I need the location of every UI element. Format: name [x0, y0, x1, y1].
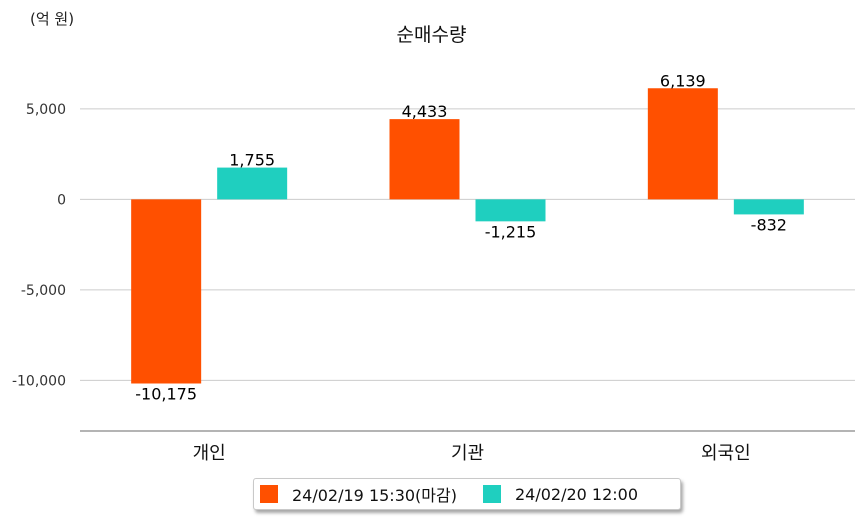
- legend-item-series-2[interactable]: 24/02/20 12:00: [482, 484, 639, 504]
- bar-chart: 5,000 0 -5,000 -10,000 -10,175 1,755 개인 4,433 -1…: [12, 71, 855, 464]
- y-tick-label: 0: [57, 192, 66, 208]
- bar: [647, 88, 718, 200]
- legend-swatch-series-1: [260, 485, 278, 503]
- unit-label: (억 원): [30, 10, 75, 28]
- bar: [475, 199, 546, 222]
- data-label: 4,433: [402, 102, 448, 121]
- legend-item-series-1[interactable]: 24/02/19 15:30(마감): [260, 482, 457, 506]
- legend-label-series-2: 24/02/20 12:00: [514, 484, 639, 504]
- data-label: 6,139: [660, 71, 706, 90]
- chart-title: 순매수량: [396, 24, 467, 46]
- data-label: -10,175: [135, 384, 197, 403]
- y-tick-label: -5,000: [21, 283, 66, 299]
- legend: 24/02/19 15:30(마감) 24/02/20 12:00: [253, 478, 681, 510]
- legend-label-series-1: 24/02/19 15:30(마감): [292, 486, 457, 505]
- bar: [131, 199, 202, 384]
- data-label: -1,215: [485, 222, 537, 241]
- x-tick-label: 외국인: [701, 443, 751, 464]
- x-tick-label: 개인: [193, 443, 226, 464]
- y-tick-label: -10,000: [12, 373, 66, 389]
- y-tick-label: 5,000: [26, 102, 66, 118]
- legend-swatch-series-2: [482, 485, 501, 503]
- x-tick-label: 기관: [451, 443, 484, 464]
- bar: [733, 199, 804, 215]
- data-label: -832: [751, 215, 787, 234]
- bar: [389, 119, 460, 200]
- bar: [217, 167, 288, 200]
- data-label: 1,755: [229, 151, 275, 170]
